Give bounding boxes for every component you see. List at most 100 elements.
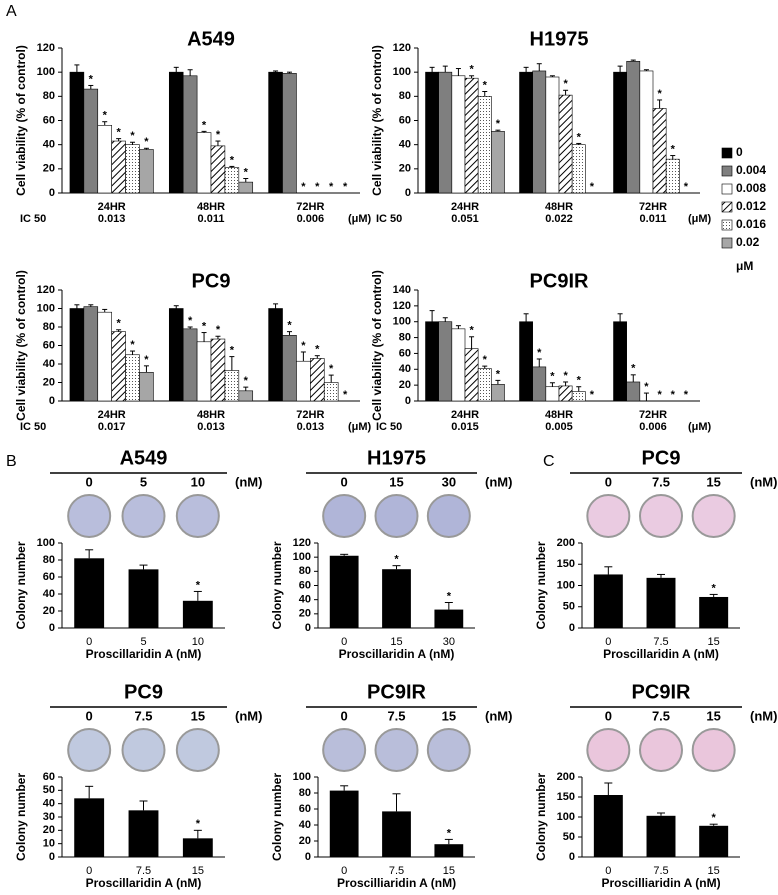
well-image bbox=[426, 728, 471, 772]
x-tick-label: 48HR bbox=[545, 201, 573, 213]
x-tick-label: 0 bbox=[86, 636, 92, 648]
bar bbox=[268, 71, 283, 194]
y-tick-label: 200 bbox=[557, 537, 575, 549]
y-tick-label: 200 bbox=[557, 771, 575, 783]
significance-star: * bbox=[89, 73, 94, 85]
dose-unit: (nM) bbox=[235, 474, 262, 489]
x-axis-label: Proscillaridin A (nM) bbox=[86, 876, 202, 890]
chart-title: PC9 bbox=[192, 270, 231, 292]
error-bar bbox=[139, 564, 148, 570]
y-tick-label: 0 bbox=[49, 622, 55, 634]
y-tick-label: 60 bbox=[399, 347, 411, 359]
bar bbox=[323, 382, 339, 402]
error-bar bbox=[139, 800, 148, 811]
x-tick-label: 24HR bbox=[451, 409, 479, 421]
significance-star: * bbox=[329, 363, 334, 375]
bar bbox=[464, 77, 479, 194]
y-tick-label: 50 bbox=[563, 601, 575, 613]
ic50-value: 0.013 bbox=[98, 213, 126, 225]
significance-star: * bbox=[483, 79, 488, 91]
error-bar bbox=[328, 374, 334, 383]
dose-label: 7.5 bbox=[387, 708, 405, 723]
bar bbox=[438, 321, 453, 402]
significance-star: * bbox=[343, 181, 348, 193]
chart-title: PC9 bbox=[642, 447, 681, 469]
error-bar bbox=[444, 602, 453, 610]
bar bbox=[451, 75, 466, 194]
error-bar bbox=[102, 121, 108, 126]
error-bar bbox=[215, 140, 221, 146]
y-tick-label: 10 bbox=[43, 838, 55, 850]
bar bbox=[83, 306, 99, 402]
bar bbox=[593, 795, 623, 857]
y-tick-label: 120 bbox=[37, 284, 55, 296]
error-bar bbox=[85, 549, 94, 559]
significance-star: * bbox=[287, 320, 292, 332]
error-bar bbox=[563, 381, 569, 386]
y-tick-label: 150 bbox=[557, 791, 575, 803]
significance-star: * bbox=[301, 340, 306, 352]
bar bbox=[477, 368, 492, 402]
y-tick-label: 100 bbox=[393, 316, 411, 328]
significance-star: * bbox=[329, 181, 334, 193]
bar bbox=[196, 341, 212, 402]
significance-star: * bbox=[216, 129, 221, 141]
y-tick-label: 40 bbox=[43, 798, 55, 810]
significance-star: * bbox=[130, 339, 135, 351]
x-axis-label: Proscillaridin A (nM) bbox=[86, 647, 202, 661]
chart-title: A549 bbox=[120, 447, 168, 469]
y-tick-label: 120 bbox=[293, 537, 311, 549]
ic50-value: 0.011 bbox=[640, 213, 667, 225]
y-axis-label: Colony number bbox=[534, 773, 548, 861]
well-image bbox=[322, 728, 367, 772]
y-tick-label: 60 bbox=[299, 579, 311, 591]
y-tick-label: 20 bbox=[399, 379, 411, 391]
y-axis-label: Cell viability (% of control) bbox=[370, 45, 384, 196]
legend-label: 0.004 bbox=[736, 163, 766, 177]
bar bbox=[74, 798, 105, 857]
error-bar bbox=[201, 332, 207, 342]
error-bar bbox=[286, 331, 292, 336]
legend-label: 0.02 bbox=[736, 235, 760, 249]
error-bar bbox=[215, 335, 221, 340]
dose-label: 30 bbox=[442, 474, 456, 489]
y-tick-label: 20 bbox=[399, 163, 411, 175]
legend-label: 0.012 bbox=[736, 199, 766, 213]
dose-label: 15 bbox=[442, 708, 456, 723]
y-tick-label: 40 bbox=[43, 139, 55, 151]
legend-label: 0.016 bbox=[736, 217, 766, 231]
legend-label: 0 bbox=[736, 145, 743, 159]
bar bbox=[97, 311, 112, 402]
y-tick-label: 120 bbox=[393, 300, 411, 312]
y-tick-label: 40 bbox=[399, 363, 411, 375]
well-image bbox=[121, 494, 166, 538]
significance-star: * bbox=[563, 370, 568, 382]
bar bbox=[613, 71, 627, 194]
bar bbox=[282, 335, 297, 402]
bar bbox=[626, 381, 641, 402]
bar bbox=[652, 108, 667, 194]
error-bar bbox=[455, 325, 461, 329]
ic50-unit: (μM) bbox=[688, 421, 712, 433]
x-tick-label: 0 bbox=[605, 636, 611, 648]
bar bbox=[168, 71, 184, 194]
error-bar bbox=[549, 382, 555, 387]
significance-star: * bbox=[712, 582, 717, 594]
ic50-value: 0.006 bbox=[297, 213, 325, 225]
y-tick-label: 80 bbox=[43, 321, 55, 333]
y-tick-label: 60 bbox=[399, 114, 411, 126]
x-tick-label: 7.5 bbox=[389, 865, 404, 877]
error-bar bbox=[617, 65, 623, 73]
panel-label: A bbox=[6, 3, 17, 20]
error-bar bbox=[229, 356, 235, 371]
x-axis-label: Proscillaridin A (nM) bbox=[339, 647, 455, 661]
x-tick-label: 24HR bbox=[98, 201, 126, 213]
y-axis-label: Cell viability (% of control) bbox=[370, 270, 384, 421]
error-bar bbox=[643, 69, 649, 71]
legend-label: 0.008 bbox=[736, 181, 766, 195]
ic50-label: IC 50 bbox=[376, 421, 402, 433]
bar bbox=[182, 838, 213, 857]
ic50-value: 0.022 bbox=[545, 213, 573, 225]
bar bbox=[296, 360, 311, 402]
bar bbox=[128, 810, 159, 857]
